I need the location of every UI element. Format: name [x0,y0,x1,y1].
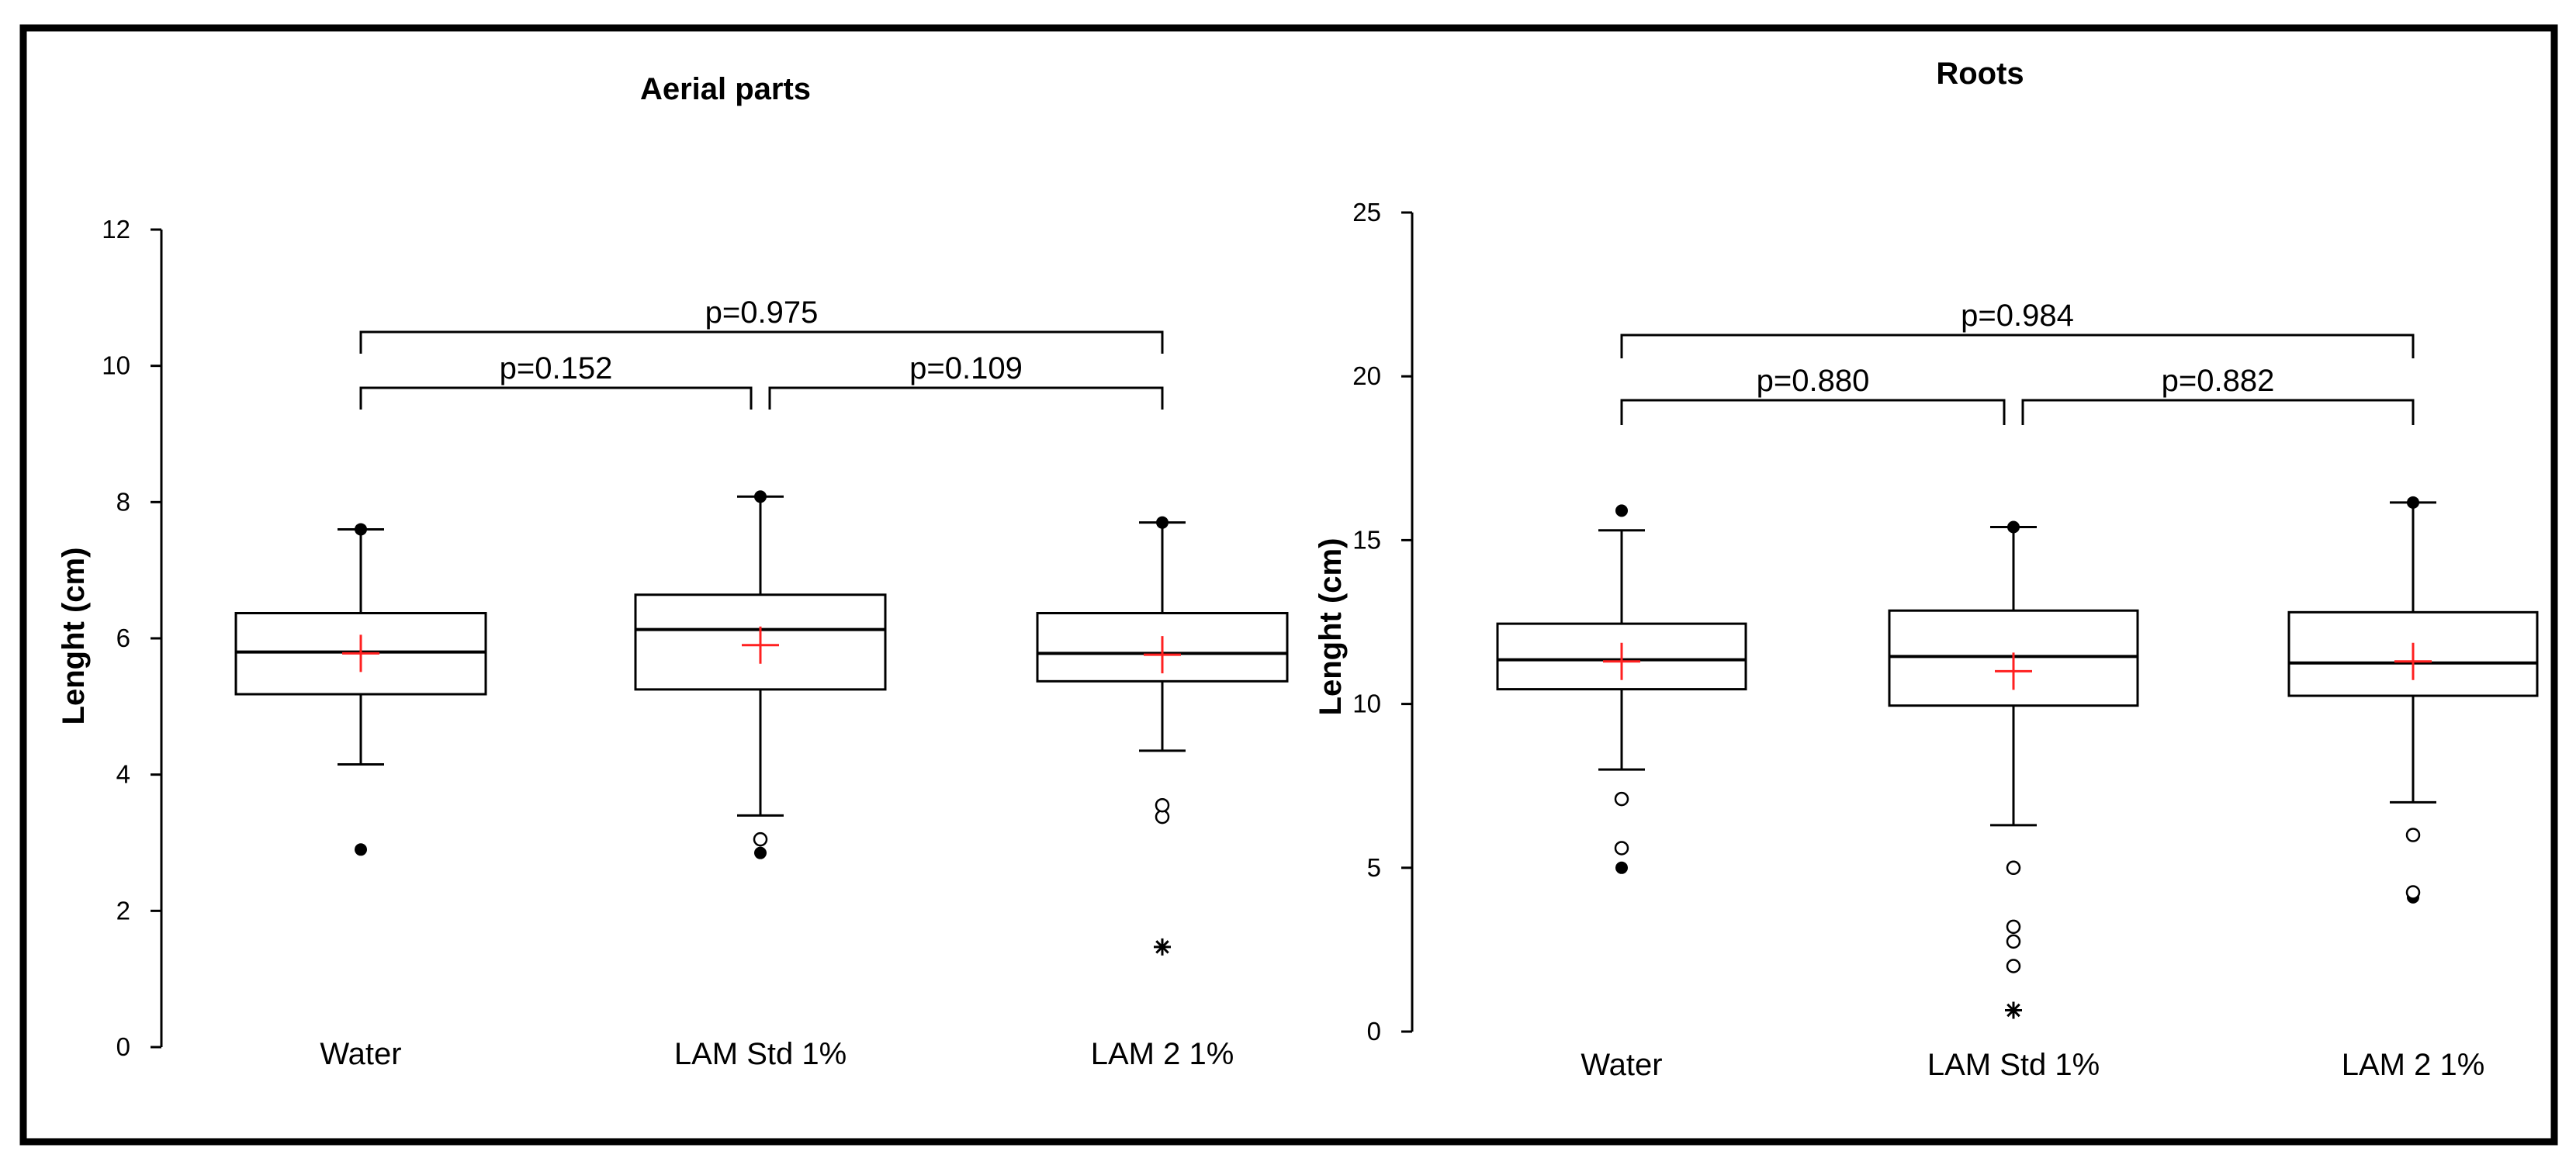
y-tick-label: 25 [1352,198,1381,226]
y-tick-label: 10 [102,351,130,380]
min-point [355,843,367,856]
outlier-point [2405,885,2421,900]
outlier-point [2006,860,2021,876]
p-value-label: p=0.152 [500,351,613,385]
significance-bracket [2021,399,2415,425]
box-group [1036,516,1289,956]
outlier-point [2006,959,2021,973]
significance-bracket [768,386,1164,410]
y-tick-label: 15 [1352,525,1381,554]
chart-title: Aerial parts [640,72,811,106]
max-point [2407,496,2419,509]
y-tick-label: 0 [116,1032,130,1061]
outlier-point [2006,919,2021,935]
box-group [2287,496,2539,904]
panel-roots: Roots Lenght (cm) 0 5 10 15 20 25 Water LAM St… [1314,57,2539,1082]
min-point [754,846,767,859]
significance-bracket [1620,334,2415,358]
chart-title: Roots [1936,57,2024,91]
x-category-label: LAM Std 1% [674,1037,847,1071]
mean-marker [1603,642,1640,680]
panel-aerial-parts: Aerial parts Lenght (cm) 0 2 4 6 8 10 12 Water… [57,72,1289,1071]
x-category-label: LAM 2 1% [1091,1037,1234,1071]
y-axis-label: Lenght (cm) [1314,538,1348,716]
max-point [355,523,367,536]
p-value-label: p=0.882 [2162,364,2275,398]
outlier-point [1614,791,1629,807]
y-tick-label: 4 [116,760,130,789]
significance-bracket [359,330,1164,354]
significance-bracket [1620,399,2006,425]
outlier-point [753,831,768,847]
y-tick-label: 12 [102,215,130,244]
max-point [2007,520,2020,534]
outlier-point [1155,797,1170,813]
p-value-label: p=0.984 [1961,299,2074,333]
extreme-outlier-point [2005,1001,2022,1019]
box-group [634,490,887,859]
y-tick-label: 6 [116,624,130,652]
p-value-label: p=0.109 [909,351,1023,385]
y-axis-label: Lenght (cm) [57,548,91,725]
y-tick-label: 8 [116,487,130,516]
x-category-label: LAM Std 1% [1927,1048,2100,1082]
x-category-label: Water [1581,1048,1662,1082]
outlier-point [2006,934,2021,949]
x-category-label: Water [320,1037,401,1071]
y-tick-label: 0 [1367,1017,1381,1046]
p-value-label: p=0.975 [705,296,819,330]
figure-frame [19,24,2558,1146]
max-point [1615,504,1628,517]
outlier-point [2405,828,2421,842]
y-tick-label: 20 [1352,361,1381,390]
y-tick-label: 10 [1352,690,1381,718]
y-tick-label: 5 [1367,853,1381,882]
min-point [1615,861,1628,874]
box-group [234,523,487,856]
p-value-label: p=0.880 [1757,364,1870,398]
max-point [1156,516,1169,529]
mean-marker [2394,642,2432,680]
extreme-outlier-point [1154,938,1171,956]
box-group [1496,504,1747,874]
outlier-point [1155,809,1170,824]
mean-marker [742,626,779,664]
mean-marker [1995,652,2032,690]
significance-bracket [359,386,753,410]
y-tick-label: 2 [116,896,130,925]
box-group [1888,520,2139,1019]
mean-marker [342,634,379,672]
x-category-label: LAM 2 1% [2342,1048,2485,1082]
max-point [754,490,767,503]
mean-marker [1144,636,1181,674]
outlier-point [1614,841,1629,856]
